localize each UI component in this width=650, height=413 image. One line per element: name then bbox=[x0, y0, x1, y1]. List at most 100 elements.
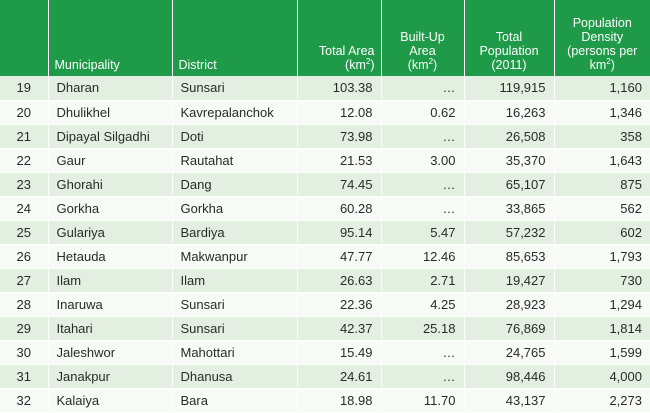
header-total-area-label: Total Area bbox=[318, 44, 375, 58]
table-row: 21 Dipayal Silgadhi Doti 73.98… 26,508 358 bbox=[0, 124, 650, 149]
cell-population-density: 1,346 bbox=[554, 100, 650, 125]
table-row: 19 Dharan Sunsari 103.38… 119,915 1,160 bbox=[0, 76, 650, 101]
cell-number: 31 bbox=[0, 364, 49, 389]
cell-district: Mahottari bbox=[172, 340, 298, 365]
header-total-area-unit: (km2) bbox=[345, 56, 375, 72]
table-row: 32 Kalaiya Bara 18.98 11.70 43,137 2,273 bbox=[0, 388, 650, 413]
cell-municipality: Gaur bbox=[48, 148, 173, 173]
cell-built-up-area: … bbox=[381, 340, 465, 365]
header-total-population: Total Population (2011) bbox=[464, 0, 555, 76]
cell-district: Doti bbox=[172, 124, 298, 149]
header-total-pop-line1: Total bbox=[495, 30, 523, 44]
cell-municipality: Dharan bbox=[48, 76, 173, 101]
cell-number: 26 bbox=[0, 244, 49, 269]
cell-number: 29 bbox=[0, 316, 49, 341]
cell-total-population: 119,915 bbox=[464, 76, 555, 101]
cell-number: 22 bbox=[0, 148, 49, 173]
cell-municipality: Ilam bbox=[48, 268, 173, 293]
cell-total-area: 103.38 bbox=[297, 76, 382, 101]
header-district: District bbox=[172, 0, 298, 76]
cell-population-density: 562 bbox=[554, 196, 650, 221]
cell-number: 25 bbox=[0, 220, 49, 245]
cell-municipality: Jaleshwor bbox=[48, 340, 173, 365]
cell-total-population: 76,869 bbox=[464, 316, 555, 341]
header-total-area: Total Area (km2) bbox=[297, 0, 382, 76]
header-total-pop-line2: Population bbox=[479, 44, 539, 58]
cell-number: 30 bbox=[0, 340, 49, 365]
cell-district: Bara bbox=[172, 388, 298, 413]
cell-number: 27 bbox=[0, 268, 49, 293]
cell-district: Sunsari bbox=[172, 76, 298, 101]
cell-district: Ilam bbox=[172, 268, 298, 293]
table-row: 28 Inaruwa Sunsari 22.36 4.25 28,923 1,294 bbox=[0, 292, 650, 317]
header-density-line2: Density bbox=[581, 30, 624, 44]
cell-total-area: 74.45 bbox=[297, 172, 382, 197]
cell-population-density: 1,814 bbox=[554, 316, 650, 341]
cell-number: 20 bbox=[0, 100, 49, 125]
table-row: 26 Hetauda Makwanpur 47.77 12.46 85,653 1,793 bbox=[0, 244, 650, 269]
cell-total-area: 22.36 bbox=[297, 292, 382, 317]
header-density-unit1: (persons per bbox=[567, 44, 638, 58]
cell-number: 24 bbox=[0, 196, 49, 221]
cell-total-population: 28,923 bbox=[464, 292, 555, 317]
table-row: 22 Gaur Rautahat 21.53 3.00 35,370 1,643 bbox=[0, 148, 650, 173]
cell-total-population: 35,370 bbox=[464, 148, 555, 173]
cell-population-density: 4,000 bbox=[554, 364, 650, 389]
cell-total-area: 26.63 bbox=[297, 268, 382, 293]
table-row: 23 Ghorahi Dang 74.45… 65,107 875 bbox=[0, 172, 650, 197]
cell-population-density: 358 bbox=[554, 124, 650, 149]
cell-total-population: 26,508 bbox=[464, 124, 555, 149]
cell-district: Sunsari bbox=[172, 316, 298, 341]
cell-built-up-area: 11.70 bbox=[381, 388, 465, 413]
cell-population-density: 1,793 bbox=[554, 244, 650, 269]
cell-district: Makwanpur bbox=[172, 244, 298, 269]
cell-total-population: 85,653 bbox=[464, 244, 555, 269]
table-row: 30 Jaleshwor Mahottari 15.49… 24,765 1,599 bbox=[0, 340, 650, 365]
table-row: 29 Itahari Sunsari 42.37 25.18 76,869 1,814 bbox=[0, 316, 650, 341]
table-row: 20 Dhulikhel Kavrepalanchok 12.08 0.62 16,263… bbox=[0, 100, 650, 125]
cell-district: Sunsari bbox=[172, 292, 298, 317]
cell-population-density: 2,273 bbox=[554, 388, 650, 413]
cell-total-population: 33,865 bbox=[464, 196, 555, 221]
header-population-density: Population Density (persons per km2) bbox=[554, 0, 650, 76]
cell-total-area: 73.98 bbox=[297, 124, 382, 149]
cell-total-area: 95.14 bbox=[297, 220, 382, 245]
header-built-up-unit: (km2) bbox=[407, 56, 438, 72]
cell-total-population: 16,263 bbox=[464, 100, 555, 125]
header-built-up-line1: Built-Up bbox=[400, 30, 445, 44]
cell-municipality: Ghorahi bbox=[48, 172, 173, 197]
cell-total-population: 65,107 bbox=[464, 172, 555, 197]
cell-population-density: 1,294 bbox=[554, 292, 650, 317]
cell-population-density: 602 bbox=[554, 220, 650, 245]
cell-population-density: 1,160 bbox=[554, 76, 650, 101]
cell-total-population: 19,427 bbox=[464, 268, 555, 293]
cell-district: Dhanusa bbox=[172, 364, 298, 389]
cell-total-population: 57,232 bbox=[464, 220, 555, 245]
cell-number: 19 bbox=[0, 76, 49, 101]
table-row: 27 Ilam Ilam 26.63 2.71 19,427 730 bbox=[0, 268, 650, 293]
cell-total-area: 18.98 bbox=[297, 388, 382, 413]
cell-number: 21 bbox=[0, 124, 49, 149]
cell-total-population: 98,446 bbox=[464, 364, 555, 389]
cell-built-up-area: 5.47 bbox=[381, 220, 465, 245]
cell-municipality: Kalaiya bbox=[48, 388, 173, 413]
header-density-line1: Population bbox=[572, 16, 632, 30]
cell-total-area: 24.61 bbox=[297, 364, 382, 389]
cell-municipality: Dhulikhel bbox=[48, 100, 173, 125]
table-row: 31 Janakpur Dhanusa 24.61… 98,446 4,000 bbox=[0, 364, 650, 389]
cell-total-area: 15.49 bbox=[297, 340, 382, 365]
cell-built-up-area: … bbox=[381, 172, 465, 197]
cell-built-up-area: 12.46 bbox=[381, 244, 465, 269]
cell-total-area: 12.08 bbox=[297, 100, 382, 125]
cell-built-up-area: … bbox=[381, 196, 465, 221]
cell-total-area: 21.53 bbox=[297, 148, 382, 173]
cell-built-up-area: 25.18 bbox=[381, 316, 465, 341]
cell-municipality: Dipayal Silgadhi bbox=[48, 124, 173, 149]
cell-built-up-area: 3.00 bbox=[381, 148, 465, 173]
cell-population-density: 1,643 bbox=[554, 148, 650, 173]
cell-total-population: 43,137 bbox=[464, 388, 555, 413]
cell-total-area: 60.28 bbox=[297, 196, 382, 221]
table-row: 25 Gulariya Bardiya 95.14 5.47 57,232 602 bbox=[0, 220, 650, 245]
header-built-up-area: Built-Up Area (km2) bbox=[381, 0, 465, 76]
